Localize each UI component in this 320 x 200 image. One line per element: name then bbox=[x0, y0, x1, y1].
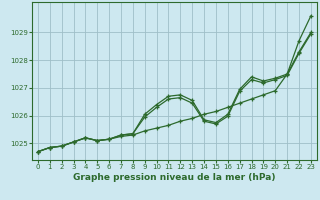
X-axis label: Graphe pression niveau de la mer (hPa): Graphe pression niveau de la mer (hPa) bbox=[73, 173, 276, 182]
